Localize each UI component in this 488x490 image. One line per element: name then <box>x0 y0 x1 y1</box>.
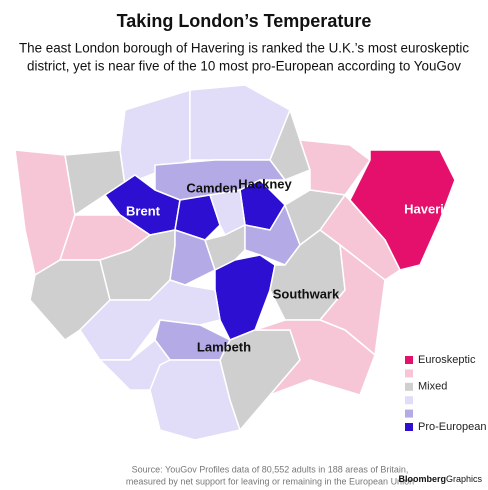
legend-swatch <box>405 382 413 391</box>
credit-section: Graphics <box>446 474 483 484</box>
borough-label: Brent <box>126 203 161 218</box>
source: Source: YouGov Profiles data of 80,552 a… <box>132 464 409 474</box>
borough-label: Camden <box>186 180 237 195</box>
borough-label: Havering <box>404 201 460 216</box>
borough <box>169 229 216 286</box>
map-labels: Brent Camden Hackney Havering Southwark … <box>126 176 460 354</box>
legend-label: Euroskeptic <box>418 354 476 366</box>
legend-swatch <box>405 409 413 418</box>
subtitle: district, yet is near five of the 10 mos… <box>27 59 461 74</box>
legend-swatch <box>405 356 413 364</box>
borough-label: Lambeth <box>197 339 251 354</box>
borough <box>174 194 221 241</box>
legend-swatch <box>405 396 413 405</box>
legend-label: Pro-European <box>418 421 487 433</box>
legend-label: Mixed <box>418 381 447 393</box>
borough <box>79 279 221 361</box>
credit-brand: Bloomberg <box>398 474 446 484</box>
source: measured by net support for leaving or r… <box>126 476 414 486</box>
borough <box>349 149 456 271</box>
borough-label: Southwark <box>273 286 340 301</box>
borough <box>284 189 346 246</box>
legend: Euroskeptic Mixed Pro-European <box>405 354 487 433</box>
borough-label: Hackney <box>238 176 292 191</box>
map <box>14 84 456 441</box>
borough <box>254 319 376 396</box>
credit: BloombergGraphics <box>398 474 482 484</box>
subtitle: The east London borough of Havering is r… <box>19 41 469 56</box>
legend-swatch <box>405 369 413 378</box>
title: Taking London’s Temperature <box>117 11 372 31</box>
borough <box>269 109 311 181</box>
legend-swatch <box>405 423 413 431</box>
